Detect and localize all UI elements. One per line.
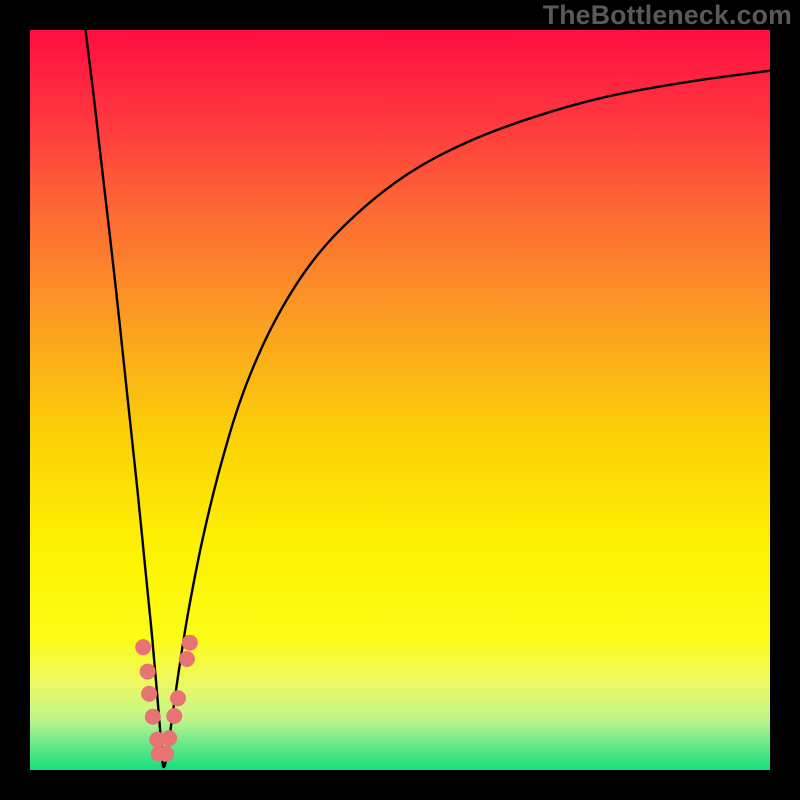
curve-marker: [140, 664, 156, 680]
curve-marker: [161, 730, 177, 746]
curve-marker: [182, 635, 198, 651]
curve-marker: [158, 746, 174, 762]
watermark-text: TheBottleneck.com: [543, 0, 792, 31]
curve-marker: [141, 686, 157, 702]
bottleneck-chart: [0, 0, 800, 800]
curve-marker: [135, 639, 151, 655]
curve-marker: [170, 690, 186, 706]
curve-marker: [179, 651, 195, 667]
curve-marker: [145, 709, 161, 725]
plot-background: [30, 30, 770, 770]
curve-marker: [166, 708, 182, 724]
chart-container: TheBottleneck.com: [0, 0, 800, 800]
